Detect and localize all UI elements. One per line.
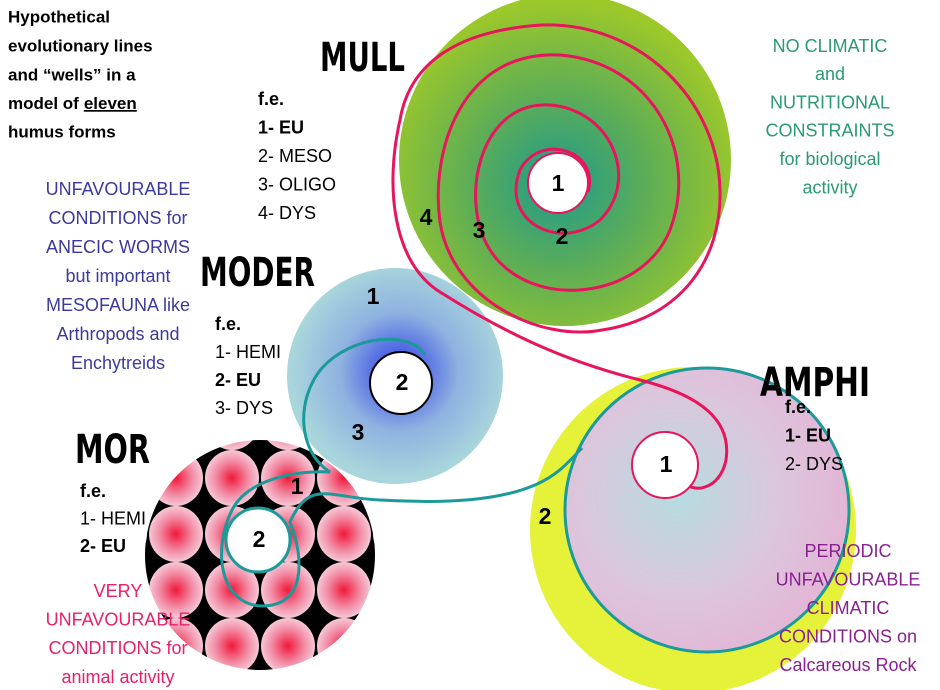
form-note: CLIMATIC (807, 598, 890, 618)
form-note: Calcareous Rock (779, 655, 917, 675)
form-fe: f.e. (785, 397, 811, 417)
well-number: 1 (552, 170, 565, 196)
well-number: 1 (367, 283, 380, 309)
title-line: evolutionary lines (8, 36, 153, 55)
form-note: animal activity (61, 667, 174, 687)
form-note: ANECIC WORMS (46, 237, 190, 257)
form-item: 3- DYS (215, 398, 273, 418)
form-note: Enchytreids (71, 353, 165, 373)
form-item: 2- EU (215, 370, 261, 390)
form-fe: f.e. (80, 481, 106, 501)
form-name: MOR (75, 427, 150, 473)
well-number: 2 (539, 503, 552, 529)
well-number: 2 (396, 369, 409, 395)
title-line: model of eleven (8, 94, 137, 113)
form-note: CONSTRAINTS (765, 121, 894, 141)
diagram: Hypothetical evolutionary lines and “wells… (0, 0, 940, 690)
form-note: MESOFAUNA like (46, 295, 190, 315)
well-number: 3 (473, 217, 486, 243)
well-number: 2 (556, 223, 569, 249)
form-note: NO CLIMATIC (773, 36, 888, 56)
form-item: 1- HEMI (215, 342, 281, 362)
form-item: 4- DYS (258, 203, 316, 223)
well-number: 4 (420, 204, 433, 230)
well-number: 1 (291, 473, 304, 499)
form-item: 2- EU (80, 536, 126, 556)
form-item: 1- HEMI (80, 508, 146, 528)
form-item: 2- DYS (785, 454, 843, 474)
title-line: Hypothetical (8, 7, 110, 26)
title-line: and “wells” in a (8, 65, 136, 84)
form-note: NUTRITIONAL (770, 92, 890, 112)
form-note: PERIODIC (804, 541, 891, 561)
form-note: CONDITIONS for (48, 638, 187, 658)
form-note: CONDITIONS for (48, 208, 187, 228)
well-number: 2 (253, 526, 266, 552)
form-fe: f.e. (215, 314, 241, 334)
form-item: 1- EU (785, 425, 831, 445)
form-note: UNFAVOURABLE (46, 179, 191, 199)
title-text: model of (8, 94, 79, 113)
form-note: Arthropods and (56, 324, 179, 344)
form-note: VERY (94, 581, 143, 601)
form-name: MODER (200, 250, 315, 296)
well-number: 1 (660, 451, 673, 477)
form-item: 1- EU (258, 117, 304, 137)
title-line: humus forms (8, 122, 116, 141)
form-note: activity (802, 177, 857, 197)
form-note: UNFAVOURABLE (776, 569, 921, 589)
well-number: 3 (352, 419, 365, 445)
form-note: but important (65, 266, 170, 286)
form-note: CONDITIONS on (779, 626, 917, 646)
form-name: AMPHI (760, 360, 870, 406)
form-note: for biological (779, 149, 880, 169)
form-note: UNFAVOURABLE (46, 609, 191, 629)
form-item: 2- MESO (258, 146, 332, 166)
form-name: MULL (320, 35, 405, 81)
title-emphasis: eleven (84, 94, 137, 113)
form-fe: f.e. (258, 89, 284, 109)
form-note: and (815, 64, 845, 84)
form-item: 3- OLIGO (258, 174, 336, 194)
